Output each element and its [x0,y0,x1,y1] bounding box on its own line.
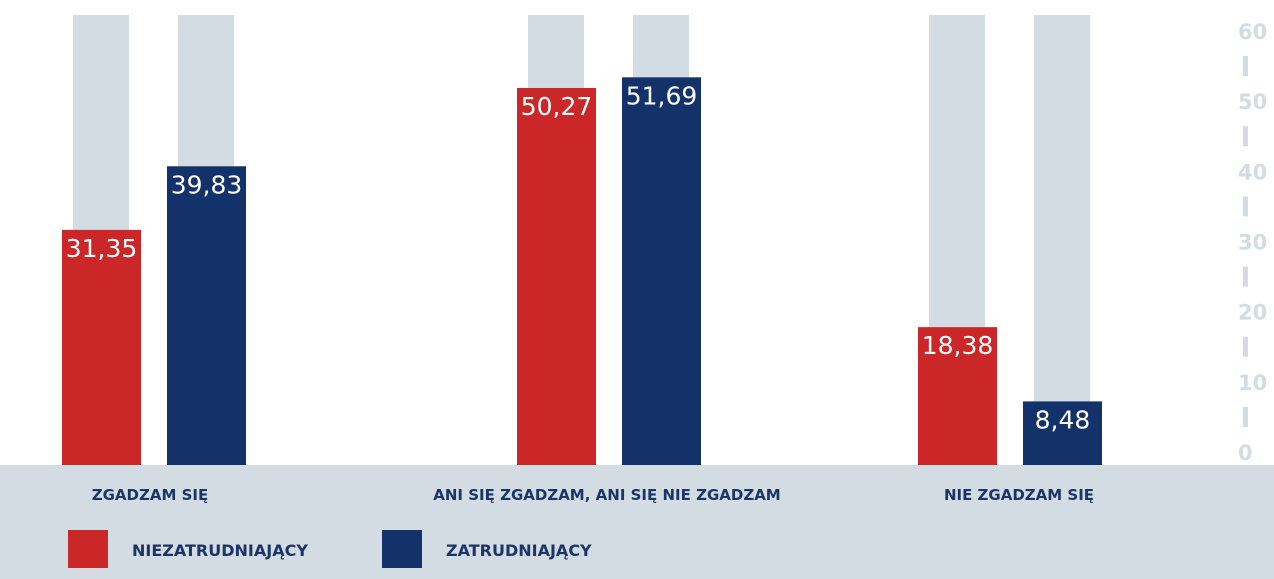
y-tick-label: 40 [1238,160,1267,184]
bar [62,229,141,465]
y-tick-label: 10 [1238,371,1267,395]
bar [167,166,246,465]
bar-track [1034,15,1090,465]
axis-separator [1243,266,1248,287]
axis-separator [1243,126,1248,147]
y-tick-label: 0 [1238,441,1253,465]
y-tick-label: 30 [1238,231,1267,255]
legend-swatch [382,530,422,568]
axis-separator [1243,336,1248,357]
value-label: 18,38 [922,331,994,360]
axis-separator [1243,406,1248,427]
y-tick-label: 20 [1238,301,1267,325]
x-tick-label: ANI SIĘ ZGADZAM, ANI SIĘ NIE ZGADZAM [433,486,780,504]
axis-separator [1243,56,1248,77]
bar [517,87,596,465]
legend-label: ZATRUDNIAJĄCY [446,541,592,560]
value-label: 39,83 [171,170,243,199]
value-label: 31,35 [66,234,138,263]
bar [622,77,701,465]
legend-label: NIEZATRUDNIAJĄCY [132,541,308,560]
axis-separator [1243,196,1248,217]
y-tick-label: 60 [1238,20,1267,44]
legend-swatch [68,530,108,568]
value-label: 51,69 [626,81,698,110]
x-tick-label: NIE ZGADZAM SIĘ [944,486,1094,504]
x-tick-label: ZGADZAM SIĘ [92,486,209,504]
bar [918,327,997,465]
bar [1023,401,1102,465]
y-tick-label: 50 [1238,90,1267,114]
value-label: 50,27 [521,92,593,121]
category-band [0,465,1274,579]
value-label: 8,48 [1035,405,1091,434]
